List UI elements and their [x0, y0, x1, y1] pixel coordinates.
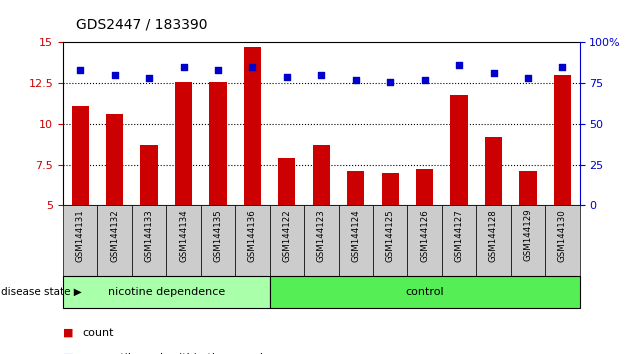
Bar: [485, 137, 502, 205]
Bar: [166, 205, 201, 276]
Point: [178, 64, 188, 70]
Bar: [72, 106, 89, 205]
Text: count: count: [82, 328, 113, 338]
Bar: [312, 145, 330, 205]
Bar: [63, 205, 98, 276]
Text: nicotine dependence: nicotine dependence: [108, 287, 225, 297]
Text: GDS2447 / 183390: GDS2447 / 183390: [76, 18, 207, 32]
Bar: [98, 205, 132, 276]
Bar: [450, 95, 467, 205]
Text: GSM144131: GSM144131: [76, 209, 84, 262]
Point: [523, 75, 533, 81]
Point: [75, 67, 85, 73]
Text: GSM144124: GSM144124: [352, 209, 360, 262]
Bar: [304, 205, 338, 276]
Text: GSM144135: GSM144135: [214, 209, 222, 262]
Text: GSM144126: GSM144126: [420, 209, 429, 262]
Bar: [373, 205, 408, 276]
Bar: [270, 276, 580, 308]
Bar: [511, 205, 545, 276]
Text: percentile rank within the sample: percentile rank within the sample: [82, 353, 270, 354]
Bar: [554, 75, 571, 205]
Point: [385, 79, 395, 84]
Text: GSM144127: GSM144127: [455, 209, 464, 262]
Bar: [235, 205, 270, 276]
Text: GSM144136: GSM144136: [248, 209, 257, 262]
Bar: [63, 276, 270, 308]
Bar: [278, 158, 295, 205]
Bar: [175, 81, 192, 205]
Text: GSM144134: GSM144134: [179, 209, 188, 262]
Bar: [140, 145, 158, 205]
Point: [454, 62, 464, 68]
Bar: [416, 170, 433, 205]
Text: GSM144122: GSM144122: [282, 209, 291, 262]
Bar: [201, 205, 235, 276]
Text: GSM144132: GSM144132: [110, 209, 119, 262]
Bar: [545, 205, 580, 276]
Bar: [338, 205, 373, 276]
Bar: [476, 205, 511, 276]
Text: control: control: [405, 287, 444, 297]
Bar: [519, 171, 537, 205]
Bar: [106, 114, 123, 205]
Bar: [442, 205, 476, 276]
Bar: [408, 205, 442, 276]
Point: [420, 77, 430, 83]
Text: GSM144128: GSM144128: [489, 209, 498, 262]
Point: [488, 70, 498, 76]
Bar: [347, 171, 364, 205]
Point: [144, 75, 154, 81]
Point: [558, 64, 568, 70]
Point: [316, 72, 326, 78]
Point: [282, 74, 292, 80]
Bar: [382, 173, 399, 205]
Text: ■: ■: [63, 328, 74, 338]
Bar: [209, 81, 227, 205]
Point: [110, 72, 120, 78]
Bar: [132, 205, 166, 276]
Text: ■: ■: [63, 353, 74, 354]
Text: GSM144130: GSM144130: [558, 209, 567, 262]
Bar: [244, 47, 261, 205]
Point: [248, 64, 258, 70]
Point: [351, 77, 361, 83]
Text: GSM144123: GSM144123: [317, 209, 326, 262]
Point: [213, 67, 223, 73]
Text: disease state ▶: disease state ▶: [1, 287, 81, 297]
Text: GSM144125: GSM144125: [386, 209, 394, 262]
Text: GSM144133: GSM144133: [145, 209, 154, 262]
Bar: [270, 205, 304, 276]
Text: GSM144129: GSM144129: [524, 209, 532, 262]
